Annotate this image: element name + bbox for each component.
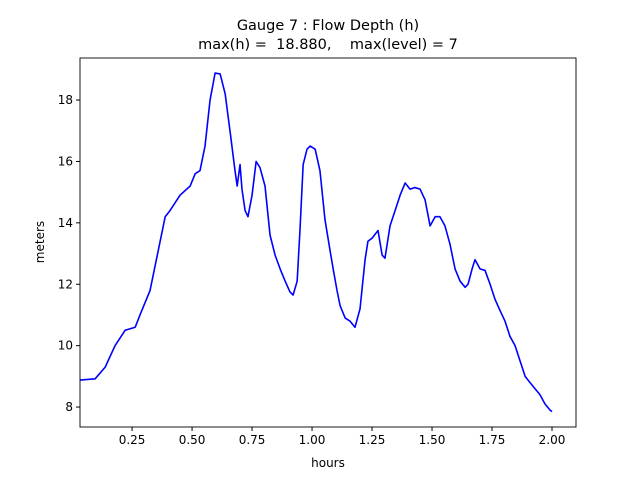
x-tick-label: 0.50	[179, 433, 206, 447]
x-tick-label: 1.50	[419, 433, 446, 447]
x-tick-label: 2.00	[539, 433, 566, 447]
x-axis-label: hours	[311, 456, 345, 470]
plot-frame	[79, 57, 577, 428]
chart-title: Gauge 7 : Flow Depth (h)	[237, 18, 419, 34]
data-line	[79, 72, 553, 413]
chart-subtitle: max(h) = 18.880, max(level) = 7	[198, 37, 458, 53]
y-tick-label: 16	[58, 154, 73, 168]
y-tick-label: 8	[65, 400, 73, 414]
x-tick-label: 0.75	[239, 433, 266, 447]
x-tick-label: 1.00	[299, 433, 326, 447]
y-tick-label: 12	[58, 277, 73, 291]
y-tick-label: 14	[58, 216, 73, 230]
y-axis-label: meters	[33, 221, 47, 263]
x-tick-label: 1.75	[479, 433, 506, 447]
x-tick-label: 1.25	[359, 433, 386, 447]
x-tick-label: 0.25	[119, 433, 146, 447]
y-tick-label: 18	[58, 93, 73, 107]
y-tick-label: 10	[58, 339, 73, 353]
